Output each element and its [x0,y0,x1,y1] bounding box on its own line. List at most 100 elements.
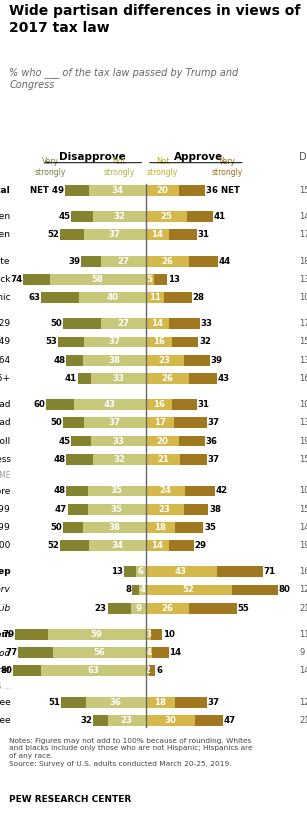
Bar [146,486,185,496]
Bar [13,665,41,676]
Bar [107,716,146,726]
Text: 14: 14 [169,648,181,657]
Bar [84,229,146,240]
Text: 58: 58 [92,275,103,284]
Bar [84,417,146,429]
Text: 33: 33 [112,374,124,383]
Text: 30: 30 [165,716,176,725]
Text: 63: 63 [87,667,99,676]
Bar [91,435,146,447]
Text: 32: 32 [199,337,211,346]
Bar [146,229,169,240]
Text: 9: 9 [135,604,141,613]
Text: 80: 80 [278,585,290,594]
Bar [179,435,205,447]
Text: Some coll: Some coll [0,437,10,446]
Text: 39: 39 [211,355,223,364]
Bar [53,647,146,658]
Text: 33: 33 [112,437,124,446]
Text: 50: 50 [50,319,62,328]
Text: 37: 37 [208,698,220,707]
Bar [217,566,263,577]
Bar [179,185,205,196]
Text: Not
strongly: Not strongly [103,157,135,177]
Text: $30,000-$74,999: $30,000-$74,999 [0,522,10,533]
Bar [107,603,131,614]
Bar [150,629,162,640]
Text: Women: Women [0,231,10,240]
Text: 16: 16 [153,337,165,346]
Text: 56: 56 [93,648,105,657]
Text: 25: 25 [160,212,172,221]
Text: 52: 52 [47,231,59,240]
Text: 19: 19 [299,541,307,550]
Bar [66,454,93,465]
Text: 31: 31 [197,400,209,409]
Bar [146,665,149,676]
Bar [93,454,146,465]
Text: 34: 34 [111,186,123,195]
Text: 15: 15 [299,337,307,346]
Bar [41,292,80,303]
Text: 37: 37 [208,455,220,464]
Text: 23: 23 [159,355,171,364]
Text: 35: 35 [204,522,216,532]
Text: Total: Total [0,186,10,195]
Bar [146,566,217,577]
Text: 4: 4 [139,585,145,594]
Text: 59: 59 [91,630,103,639]
Text: Wide partisan differences in views of
2017 tax law: Wide partisan differences in views of 20… [9,4,301,35]
Text: Liberal: Liberal [0,667,10,676]
Text: 63: 63 [29,293,41,302]
Bar [50,274,146,284]
Text: 14: 14 [151,231,163,240]
Text: 34: 34 [111,541,123,550]
Text: AMONG WHITES ...: AMONG WHITES ... [0,682,10,691]
Text: 32: 32 [80,716,92,725]
Text: 3: 3 [145,630,151,639]
Bar [169,540,193,551]
Text: 33: 33 [201,319,213,328]
Text: Disapprove: Disapprove [59,152,126,162]
Text: % who ___ of the tax law passed by Trump and
Congress: % who ___ of the tax law passed by Trump… [9,67,239,90]
Bar [195,716,223,726]
Text: Very
strongly: Very strongly [35,157,66,177]
Bar [84,337,146,347]
Bar [146,355,184,366]
Text: 28: 28 [192,293,204,302]
Text: Approve: Approve [174,152,223,162]
Text: 2: 2 [144,667,150,676]
Text: 13: 13 [111,567,123,576]
Text: 23: 23 [159,504,171,513]
Text: Black: Black [0,275,10,284]
Text: 30-49: 30-49 [0,337,10,346]
Bar [139,584,146,596]
Bar [146,292,164,303]
Text: $100,000 or more: $100,000 or more [0,487,10,496]
Text: 12: 12 [299,698,307,707]
Bar [188,373,217,384]
Text: No college degree: No college degree [0,716,10,725]
Bar [187,211,213,222]
Text: 43: 43 [175,567,187,576]
Text: 45: 45 [58,212,71,221]
Text: Very
strongly: Very strongly [212,157,243,177]
Text: DK: DK [299,152,307,162]
Bar [41,665,146,676]
Bar [169,229,197,240]
Text: 21: 21 [299,716,307,725]
Bar [89,540,146,551]
Bar [83,355,146,366]
Bar [81,256,101,267]
Text: 47: 47 [55,504,67,513]
Text: 44: 44 [219,257,231,266]
Bar [188,603,236,614]
Bar [172,337,199,347]
Text: 17: 17 [299,231,307,240]
Text: 36: 36 [206,437,218,446]
Bar [185,486,215,496]
Text: 10: 10 [299,400,307,409]
Text: 10: 10 [299,487,307,496]
Text: 38: 38 [108,355,120,364]
Bar [89,185,146,196]
